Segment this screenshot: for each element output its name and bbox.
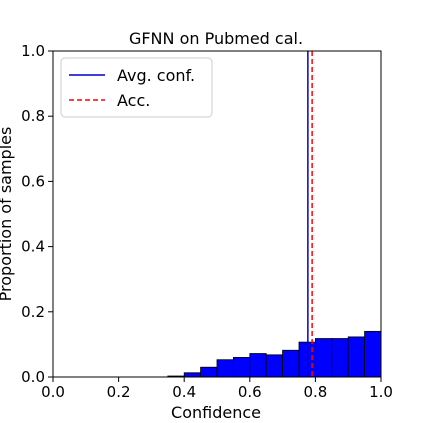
axis-ticks: 0.0 0.2 0.4 0.6 0.8 1.0 0.0 0.2 0.4 0.6 0.8 1.0 <box>21 42 393 401</box>
x-axis-label: Confidence <box>171 403 261 422</box>
histogram-bar <box>364 330 382 378</box>
legend-label: Acc. <box>117 91 150 110</box>
y-tick-label: 0.4 <box>21 238 45 256</box>
histogram-bar <box>331 338 349 378</box>
y-axis-label: Proportion of samples <box>0 127 15 302</box>
legend: Avg. conf. Acc. <box>60 57 213 118</box>
histogram-bar <box>183 372 201 378</box>
y-tick-label: 0.2 <box>21 303 45 321</box>
histogram-bar <box>314 338 333 378</box>
x-tick-label: 0.8 <box>303 383 327 401</box>
histogram-bar <box>347 336 366 378</box>
y-tick-label: 0.6 <box>21 172 45 190</box>
x-tick-label: 0.6 <box>238 383 262 401</box>
histogram-bars <box>167 330 382 378</box>
chart-title: GFNN on Pubmed cal. <box>129 29 303 48</box>
reference-lines <box>307 51 313 377</box>
histogram-bar <box>249 353 267 378</box>
histogram-bar <box>282 349 300 378</box>
y-tick-label: 0.8 <box>21 107 45 125</box>
histogram-bar <box>232 357 251 378</box>
legend-box <box>60 57 213 118</box>
x-tick-label: 1.0 <box>369 383 393 401</box>
histogram-bar <box>265 354 284 378</box>
legend-label: Avg. conf. <box>117 66 195 85</box>
histogram-bar <box>200 366 218 378</box>
y-tick-label: 1.0 <box>21 42 45 60</box>
y-tick-label: 0.0 <box>21 368 45 386</box>
x-tick-label: 0.4 <box>172 383 196 401</box>
x-tick-label: 0.2 <box>107 383 131 401</box>
x-tick-label: 0.0 <box>41 383 65 401</box>
plot-frame <box>52 50 382 378</box>
histogram-bar <box>216 359 234 378</box>
